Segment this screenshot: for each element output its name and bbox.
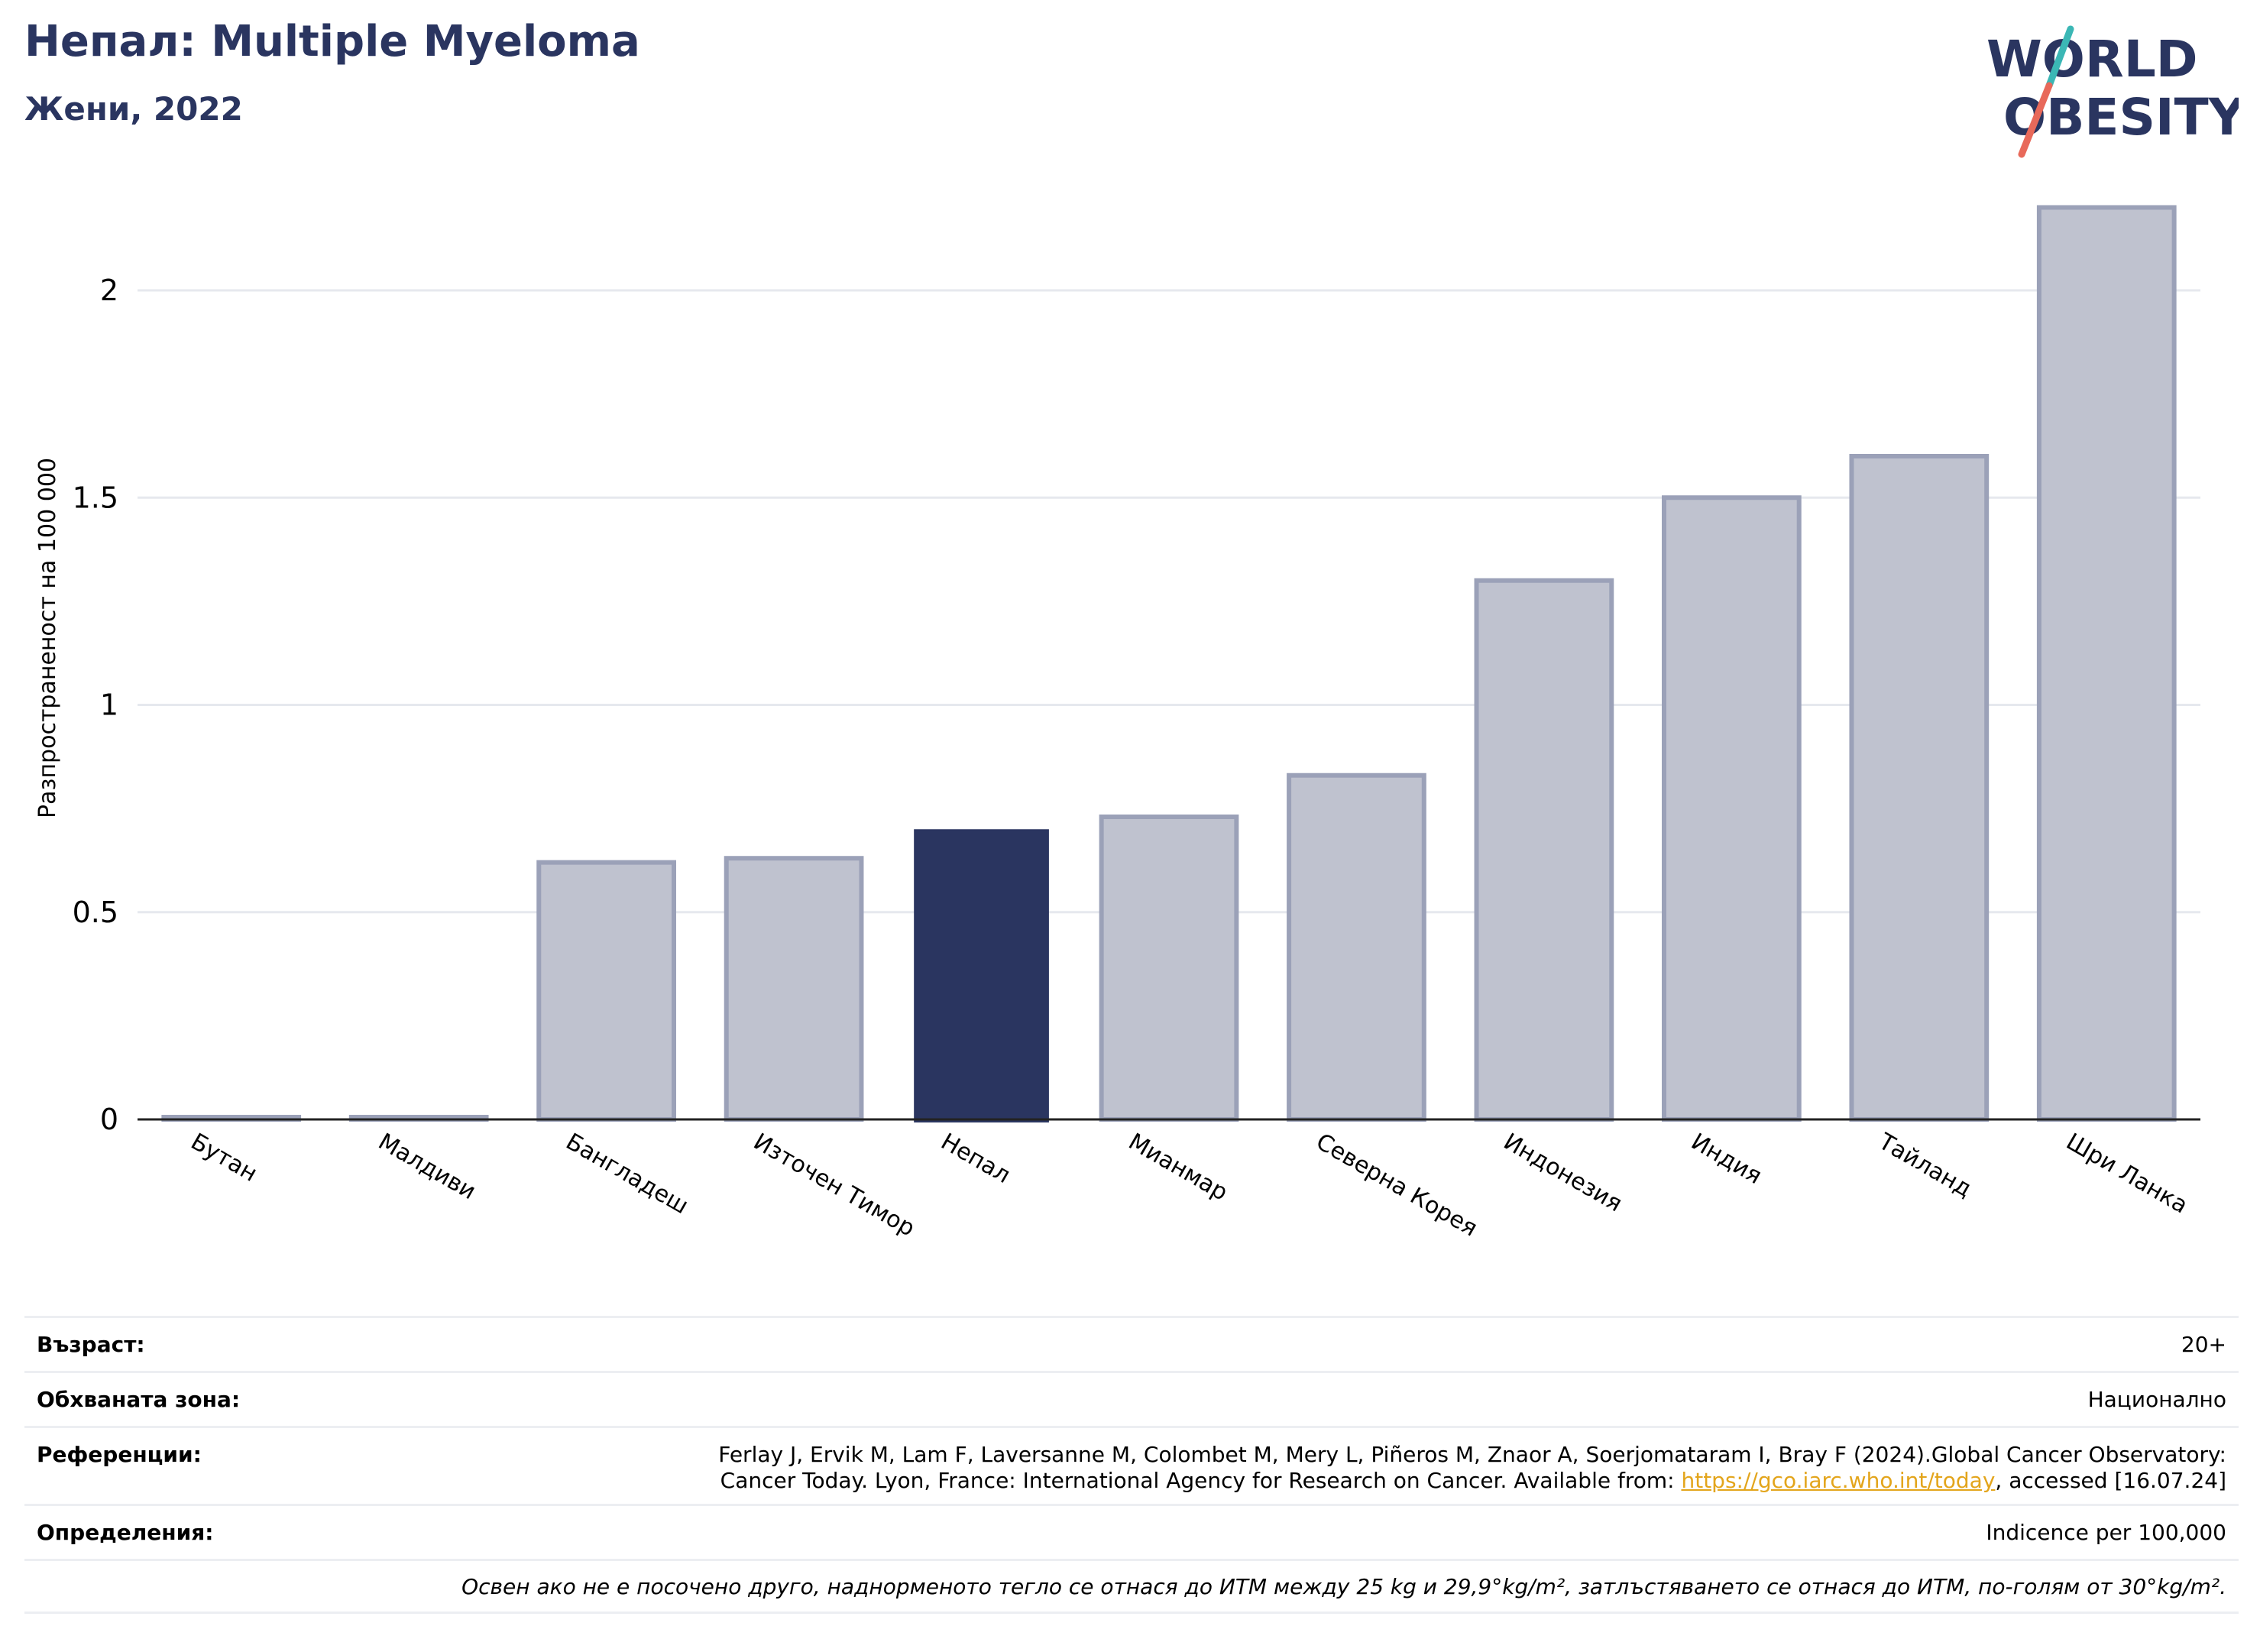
references-link[interactable]: https://gco.iarc.who.int/today [1681, 1468, 1996, 1493]
page-subtitle: Жени, 2022 [24, 90, 243, 128]
y-tick-label: 0.5 [73, 896, 118, 929]
bar-4 [724, 856, 864, 1122]
y-tick-label: 0 [100, 1103, 118, 1136]
y-tick-label: 1 [100, 688, 118, 722]
references-line2-post: , accessed [16.07.24] [1995, 1468, 2226, 1493]
x-tick-label: Тайланд [1873, 1128, 1977, 1203]
x-tick-label: Мианмар [1124, 1129, 1232, 1207]
bar-5 [914, 829, 1049, 1122]
y-tick-label: 2 [100, 274, 118, 307]
x-tick-label: Индия [1686, 1129, 1766, 1190]
world-obesity-logo: WORLD OBESITY [1986, 25, 2239, 158]
references-label: Референции: [37, 1442, 202, 1467]
info-row-definitions: Определения: Indicence per 100,000 [24, 1504, 2239, 1559]
x-tick-labels: Бутан Малдиви Бангладеш Източен Тимор Непал М… [186, 1128, 2193, 1242]
y-tick-label: 1.5 [73, 481, 118, 514]
bars [161, 205, 2177, 1122]
x-tick-label: Непал [937, 1129, 1015, 1189]
x-tick-label: Северна Корея [1311, 1129, 1481, 1242]
references-line2-pre: Cancer Today. Lyon, France: Internationa… [720, 1468, 1682, 1493]
bar-11 [2036, 205, 2177, 1122]
x-tick-label: Бангладеш [562, 1129, 693, 1220]
bar-8 [1474, 578, 1614, 1122]
bar-7 [1287, 773, 1426, 1122]
x-tick-label: Шри Ланка [2061, 1129, 2192, 1220]
info-row-age: Възраст: 20+ [24, 1316, 2239, 1371]
references-value: Ferlay J, Ervik M, Lam F, Laversanne M, … [718, 1442, 2226, 1494]
coverage-value: Национално [2087, 1387, 2226, 1412]
x-tick-label: Източен Тимор [749, 1129, 919, 1242]
info-table: Възраст: 20+ Обхваната зона: Национално … [24, 1316, 2239, 1614]
logo-slash-teal [2045, 25, 2074, 89]
info-row-references: Референции: Ferlay J, Ervik M, Lam F, La… [24, 1426, 2239, 1504]
y-tick-labels: 0 0.5 1 1.5 2 [73, 274, 118, 1136]
page-title: Непал: Multiple Myeloma [24, 17, 640, 66]
age-value: 20+ [2181, 1332, 2226, 1357]
y-axis-label: Разпространеност на 100 000 [34, 458, 61, 818]
age-label: Възраст: [37, 1332, 145, 1357]
definitions-value: Indicence per 100,000 [1986, 1520, 2226, 1545]
bar-10 [1849, 454, 1990, 1122]
logo-slash-coral [2018, 82, 2053, 158]
references-line1: Ferlay J, Ervik M, Lam F, Laversanne M, … [718, 1442, 2226, 1467]
footnote: Освен ако не е посочено друго, наднормен… [461, 1573, 2226, 1599]
bar-3 [536, 860, 676, 1122]
bar-9 [1662, 495, 1802, 1122]
x-tick-label: Бутан [186, 1129, 262, 1187]
coverage-label: Обхваната зона: [37, 1387, 241, 1412]
x-tick-label: Индонезия [1499, 1129, 1627, 1218]
x-tick-label: Малдиви [374, 1129, 480, 1206]
bar-chart: 0 0.5 1 1.5 2 Бутан Малдиви Бангладеш Източен Т… [34, 205, 2200, 1242]
info-row-coverage: Обхваната зона: Национално [24, 1371, 2239, 1426]
logo-line1: WORLD [1986, 30, 2198, 89]
definitions-label: Определения: [37, 1520, 214, 1545]
bar-6 [1099, 814, 1239, 1122]
info-row-note: Освен ако не е посочено друго, наднормен… [24, 1559, 2239, 1614]
